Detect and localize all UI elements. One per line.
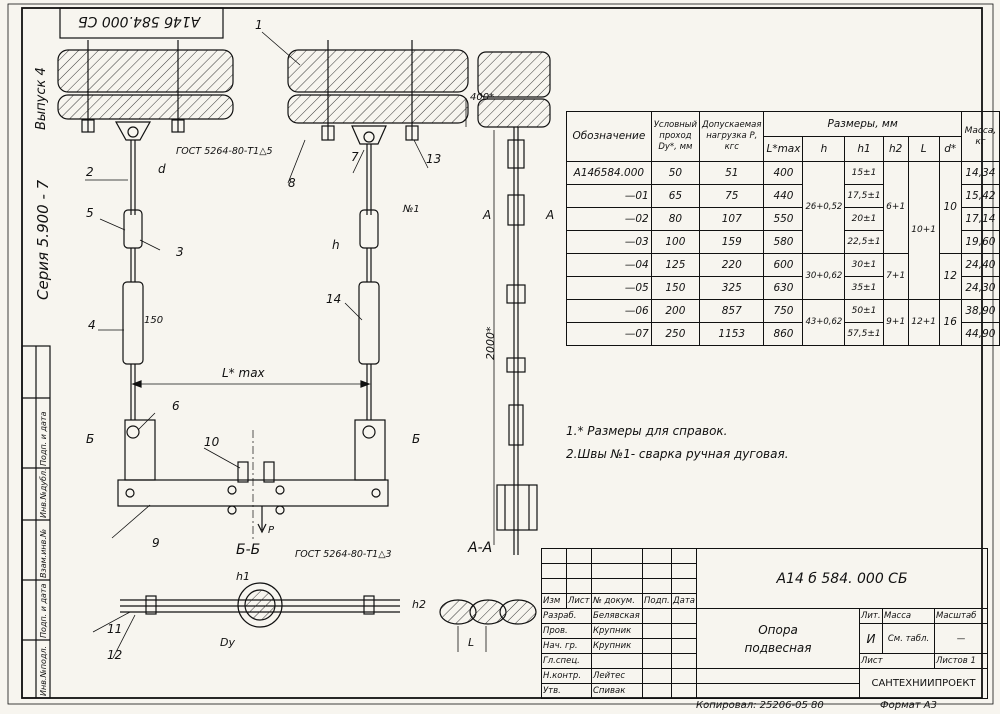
note-1: 1.* Размеры для справок. [566,424,728,438]
leader-13: 13 [426,152,442,166]
leader-9: 9 [152,536,160,550]
dim-d: d [158,162,166,176]
tb-org: САНТЕХНИИПРОЕКТ [859,668,989,699]
load-p: Р [268,525,275,536]
col-h1: h1 [844,136,884,162]
col-h2: h2 [882,136,909,162]
stamp-col-5: Подп. и дата [39,411,48,467]
side-view-drawing [465,51,551,555]
dim-h1: h1 [236,570,250,583]
col-dn: Условный проход Dу*, мм [650,111,701,162]
col-lmax: L*max [763,136,804,162]
table-row: —07 250 1153 860 57,5±1 44,90 [566,322,1000,346]
outer-frame [7,3,994,705]
col-d: d* [938,136,962,162]
dimensions-table: Обозначение Условный проход Dу*, мм Допу… [566,111,1000,346]
weld-note-2: ГОСТ 5264-80-Т1△3 [295,549,392,560]
col-load: Допускаемая нагрузка Р, кгс [699,111,765,162]
weld-no1: №1 [403,204,420,215]
table-row: —01 65 75 440 17,5±1 15,42 [566,184,1000,208]
dim-150: 150 [144,315,164,326]
col-l: L [907,136,940,162]
stamp-col-1: Инв.№подл. [39,645,48,696]
leader-10: 10 [204,435,220,449]
section-a-left: А [483,208,492,222]
stamp-col-4: Инв.№дубл. [39,468,48,518]
format-label: Формат А3 [880,700,937,711]
top-stamp-box [59,7,224,39]
table-row: —06 200 857 750 43+0,62 50±1 9+1 12+1 16… [566,299,1000,346]
dim-dy: Dу [220,636,235,649]
dim-h: h [332,238,340,252]
section-b-right: Б [412,432,421,446]
dim-400: 400* [470,92,495,103]
leader-11: 11 [107,622,123,636]
leader-8: 8 [288,176,296,190]
tb-name: Опора подвесная [696,608,861,669]
series-label: Серия 5.900 - 7 [34,179,52,300]
section-b-left: Б [86,432,95,446]
section-a-right: А [546,208,555,222]
leader-1: 1 [255,18,263,32]
tb-hdr-izm: Изм [541,593,567,609]
tb-hdr-date: Дата [670,593,698,609]
view-aa: А-А [468,540,493,556]
leader-6: 6 [172,399,180,413]
col-designation: Обозначение [566,111,652,162]
view-bb: Б-Б [236,542,261,558]
stamp-col-2: Подп. и дата [39,583,48,639]
leader-3: 3 [176,245,184,259]
table-row: —05 150 325 630 35±1 24,30 [566,276,1000,300]
tb-hdr-list: Лист [566,593,592,609]
left-stamp-columns [21,345,51,699]
col-dims: Размеры, мм [763,111,962,137]
stamp-col-3: Взам.инв.№ [39,528,48,578]
tb-hdr-sign: Подп. [642,593,672,609]
weld-note-1: ГОСТ 5264-80-Т1△5 [176,146,273,157]
table-row: —03 100 159 580 22,5±1 19,60 [566,230,1000,254]
leader-5: 5 [86,206,94,220]
title-block: А14 б 584. 000 СБ Изм Лист № докум. Подп… [541,548,989,699]
dim-2000: 2000* [484,326,497,361]
dim-l: L [468,636,475,649]
section-bb-drawing [120,582,400,628]
dim-lmax: L* max [222,366,265,380]
crossbeam-drawing [117,430,389,540]
leader-7: 7 [351,150,359,164]
dim-h2: h2 [412,598,426,611]
leader-12: 12 [107,648,123,662]
table-row: А14б584.000 50 51 400 26+0,52 15±1 6+1 1… [566,161,1000,300]
tb-hdr-doc: № докум. [591,593,643,609]
leader-14: 14 [326,292,342,306]
issue-label: Выпуск 4 [34,67,49,130]
leader-4: 4 [88,318,96,332]
rod-section-drawing [439,599,537,652]
leader-2: 2 [86,165,94,179]
right-hanger-drawing [287,40,469,481]
note-2: 2.Швы №1- сварка ручная дуговая. [566,447,789,461]
left-hanger-drawing [57,40,234,481]
copied-by: Копировал: 25206-05 80 [696,700,824,711]
col-h: h [802,136,846,162]
tb-designation: А14 б 584. 000 СБ [696,548,989,609]
leader-lines [85,31,429,659]
top-stamp: А14б 584.000 СБ [78,13,201,29]
col-mass: Масса, кг [960,111,1000,162]
